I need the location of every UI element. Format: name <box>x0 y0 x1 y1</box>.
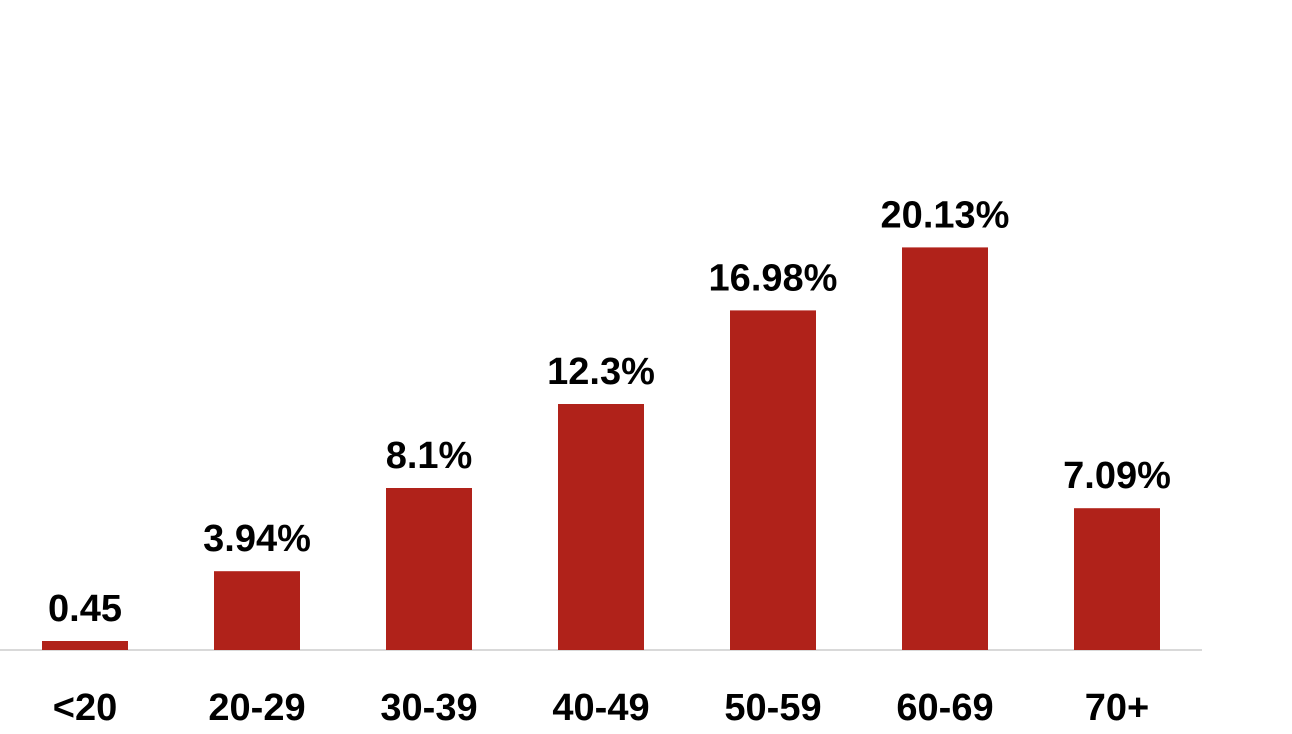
data-label-2: 8.1% <box>386 435 473 477</box>
data-label-0: 0.45 <box>48 588 122 630</box>
bar-0 <box>42 641 128 650</box>
data-label-3: 12.3% <box>547 351 655 393</box>
data-labels-group: 0.45 3.94% 8.1% 12.3% 16.98% 20.13% 7.09% <box>48 194 1171 630</box>
x-tick-label-3: 40-49 <box>552 687 649 729</box>
data-label-6: 7.09% <box>1063 455 1171 497</box>
data-label-5: 20.13% <box>881 194 1010 236</box>
bar-6 <box>1074 508 1160 650</box>
bar-4 <box>730 310 816 650</box>
bar-2 <box>386 488 472 650</box>
x-tick-label-6: 70+ <box>1085 687 1149 729</box>
x-tick-label-1: 20-29 <box>208 687 305 729</box>
x-tick-label-2: 30-39 <box>380 687 477 729</box>
bar-5 <box>902 247 988 650</box>
bar-3 <box>558 404 644 650</box>
x-tick-label-0: <20 <box>53 687 117 729</box>
x-tick-label-5: 60-69 <box>896 687 993 729</box>
bar-1 <box>214 571 300 650</box>
bars-group <box>42 247 1160 650</box>
x-tick-label-4: 50-59 <box>724 687 821 729</box>
data-label-4: 16.98% <box>709 257 838 299</box>
data-label-1: 3.94% <box>203 518 311 560</box>
x-tick-labels: <20 20-29 30-39 40-49 50-59 60-69 70+ <box>53 687 1149 729</box>
